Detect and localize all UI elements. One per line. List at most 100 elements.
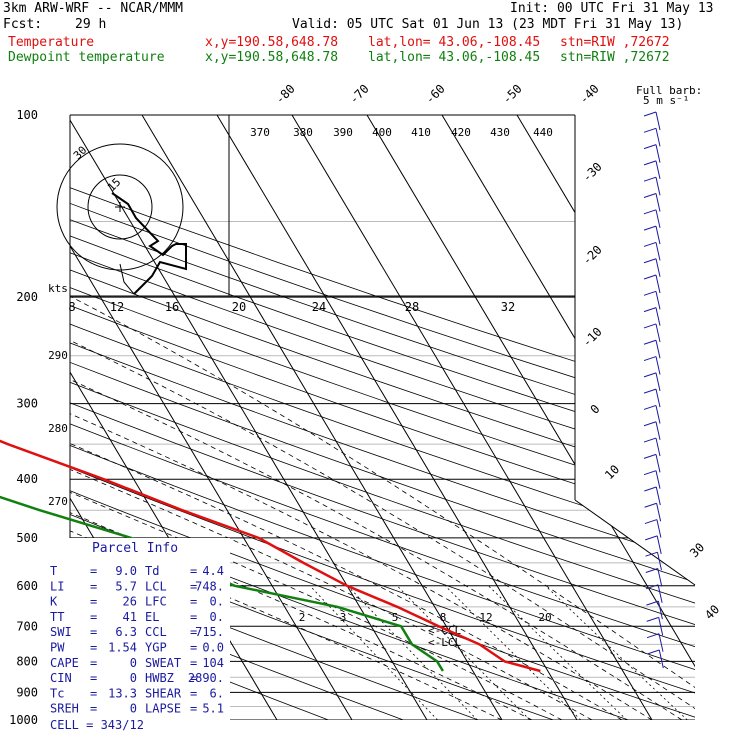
speed-tick-label: 20 [232, 300, 246, 314]
pressure-tick-label: 500 [16, 531, 38, 545]
isotherm-label: -80 [273, 82, 298, 107]
wind-barb-flag [646, 601, 658, 605]
wind-barb-flag [644, 242, 656, 246]
wind-barb-flag [645, 536, 657, 540]
speed-tick-label: 32 [501, 300, 515, 314]
wind-barb-staff [656, 145, 660, 163]
parcel-equals: = [190, 702, 197, 716]
wind-barb-flag [644, 259, 656, 263]
wind-barb-flag [644, 405, 656, 409]
wind-barb-staff [656, 226, 660, 244]
wind-barb-staff [656, 454, 660, 472]
frame-diag [575, 500, 695, 585]
parcel-param-name: LI [50, 579, 64, 593]
wind-barb-flag [646, 568, 658, 572]
parcel-param-value: 9.0 [115, 564, 137, 578]
pressure-tick-label: 1000 [9, 713, 38, 727]
parcel-equals: = [90, 625, 97, 639]
parcel-param-value: 0 [130, 671, 137, 685]
parcel-equals: = [190, 656, 197, 670]
parcel-param-name: EL [145, 610, 159, 624]
wind-barb-staff [657, 503, 661, 521]
parcel-param-value: 26 [123, 595, 137, 609]
pressure-tick-label: 400 [16, 472, 38, 486]
wind-barb-flag [646, 552, 658, 556]
isotherm-label: -40 [577, 82, 602, 107]
speed-tick-label: 16 [165, 300, 179, 314]
theta-label: 430 [490, 126, 510, 139]
hodo-unit-label: kts [48, 282, 68, 295]
mixing-ratio-label: 3 [340, 611, 347, 624]
wind-barb-flag [644, 308, 656, 312]
parcel-param-name: SWEAT [145, 656, 181, 670]
parcel-equals: = [190, 686, 197, 700]
mixing-ratio-label: 12 [479, 611, 492, 624]
theta-label: 390 [333, 126, 353, 139]
mixing-ratio-label: 8 [440, 611, 447, 624]
theta-label: 400 [372, 126, 392, 139]
isotherm-label: 10 [602, 462, 622, 482]
parcel-param-value: 5.7 [115, 579, 137, 593]
isotherm-label: -50 [500, 82, 525, 107]
parcel-param-name: SHEAR [145, 686, 182, 700]
speed-tick-label: 8 [68, 300, 75, 314]
parcel-param-name: LAPSE [145, 702, 181, 716]
parcel-equals: = [90, 610, 97, 624]
wind-barbs: Full barb:5 m s⁻¹ [636, 84, 702, 668]
wind-barb-flag [644, 373, 656, 377]
theta-label: 440 [533, 126, 553, 139]
isotherm-label: -70 [347, 82, 372, 107]
isotherm [517, 115, 740, 720]
wind-barb-flag [644, 438, 656, 442]
speed-tick-label: 24 [312, 300, 326, 314]
mixing-ratio-line [397, 586, 530, 720]
pressure-tick-label: 900 [16, 685, 38, 699]
isotherm-label: -60 [423, 82, 448, 107]
isotherm [292, 115, 652, 720]
parcel-param-name: YGP [145, 641, 167, 655]
parcel-param-name: LCL [145, 579, 167, 593]
wind-barb-flag [644, 422, 656, 426]
parcel-param-name: CIN [50, 671, 72, 685]
wind-barb-flag [644, 210, 656, 214]
wind-barb-flag [644, 340, 656, 344]
mixing-ratio-label: 5 [392, 611, 399, 624]
theta-label: 380 [293, 126, 313, 139]
wind-barb-staff [656, 308, 660, 326]
parcel-equals: = [90, 686, 97, 700]
parcel-equals: = [90, 656, 97, 670]
wind-barb-flag [644, 357, 656, 361]
lcl-label: <-LCL [428, 636, 461, 649]
wind-barb-staff [657, 520, 661, 538]
parcel-param-value: 0 [130, 656, 137, 670]
wind-barb-staff [656, 357, 660, 375]
barb-legend-unit: 5 m s⁻¹ [643, 94, 689, 107]
wind-barb-flag [647, 650, 659, 654]
wind-barb-flag [644, 324, 656, 328]
wind-barb-staff [656, 177, 660, 195]
wind-barb-staff [656, 405, 660, 423]
parcel-param-value: 0 [130, 702, 137, 716]
wind-barb-staff [656, 194, 660, 212]
parcel-equals: = [90, 671, 97, 685]
parcel-param-name: CCL [145, 625, 167, 639]
speed-tick-label: 28 [405, 300, 419, 314]
wind-barb-flag [644, 177, 656, 181]
wind-barb-staff [656, 291, 660, 309]
isotherm-label: -20 [580, 243, 605, 268]
parcel-param-name: HWBZ [145, 671, 174, 685]
wind-barb-staff [656, 161, 660, 179]
wind-barb-staff [656, 438, 660, 456]
parcel-param-value: 5.1 [202, 702, 224, 716]
wind-barb-flag [644, 112, 656, 116]
pressure-tick-label: 200 [16, 290, 38, 304]
parcel-param-name: CAPE [50, 656, 79, 670]
pressure-tick-label: 300 [16, 397, 38, 411]
parcel-param-value: 104 [202, 656, 224, 670]
parcel-equals: = [190, 610, 197, 624]
wind-barb-flag [645, 520, 657, 524]
parcel-param-value: 6. [210, 686, 224, 700]
isotherm-label: 0 [588, 402, 603, 417]
wind-barb-staff [656, 128, 660, 146]
mixing-ratio-label: 20 [538, 611, 551, 624]
